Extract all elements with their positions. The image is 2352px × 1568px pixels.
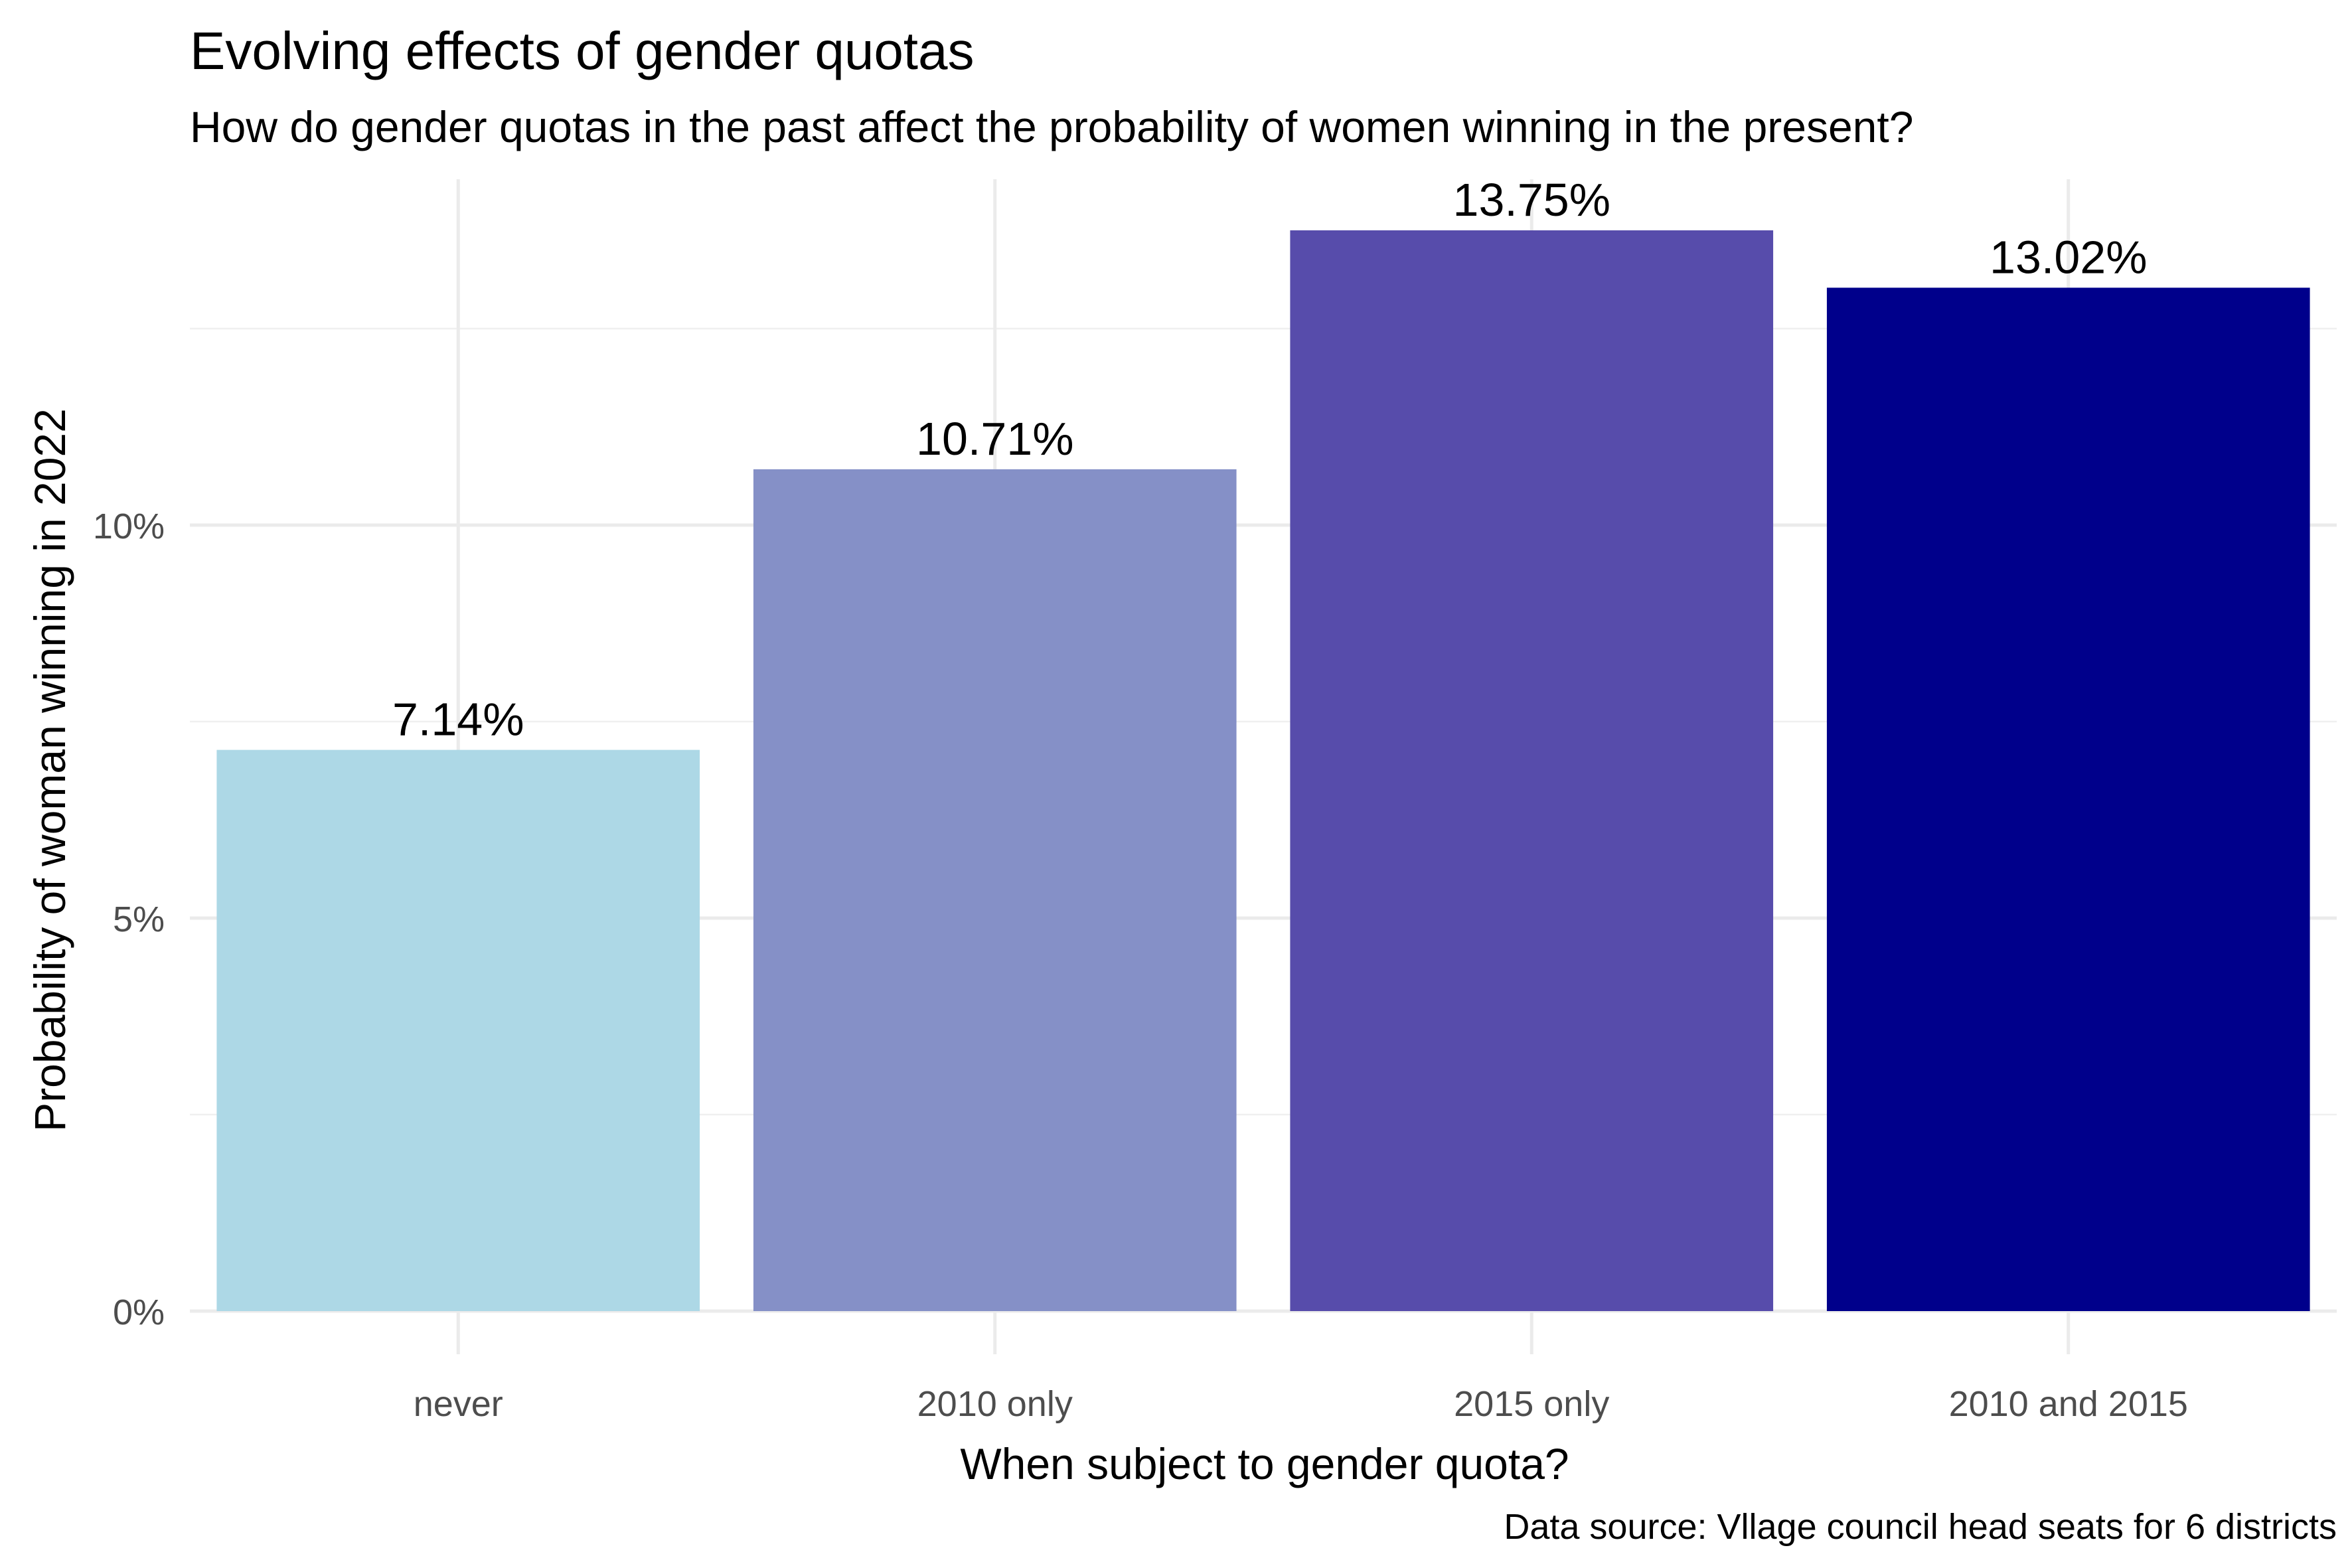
- x-tick-label: 2010 and 2015: [1949, 1384, 2188, 1424]
- bar-value-label: 10.71%: [916, 413, 1073, 465]
- bar-value-label: 13.75%: [1453, 174, 1610, 226]
- bar-value-labels: 7.14% 10.71% 13.75% 13.02%: [392, 174, 2147, 745]
- y-tick-label: 0%: [113, 1293, 165, 1332]
- bar: [1826, 287, 2310, 1311]
- bar: [216, 749, 700, 1311]
- y-tick-label: 10%: [93, 507, 165, 546]
- chart-caption: Data source: Vllage council head seats f…: [1504, 1507, 2337, 1547]
- y-axis-title: Probability of woman winning in 2022: [25, 408, 74, 1132]
- y-tick-label: 5%: [113, 900, 165, 939]
- x-tick-label: never: [414, 1384, 503, 1424]
- bars: [216, 230, 2310, 1311]
- chart-title: Evolving effects of gender quotas: [190, 21, 975, 80]
- bar-value-label: 7.14%: [392, 694, 524, 745]
- x-tick-label: 2015 only: [1454, 1384, 1609, 1424]
- chart-subtitle: How do gender quotas in the past affect …: [190, 102, 1913, 151]
- x-axis-title: When subject to gender quota?: [960, 1439, 1569, 1488]
- x-axis-ticks: never 2010 only 2015 only 2010 and 2015: [414, 1384, 2188, 1424]
- bar-value-label: 13.02%: [1990, 231, 2147, 283]
- bar: [753, 469, 1237, 1311]
- y-axis-ticks: 0% 5% 10%: [93, 507, 165, 1332]
- x-tick-label: 2010 only: [917, 1384, 1073, 1424]
- bar: [1290, 230, 1774, 1311]
